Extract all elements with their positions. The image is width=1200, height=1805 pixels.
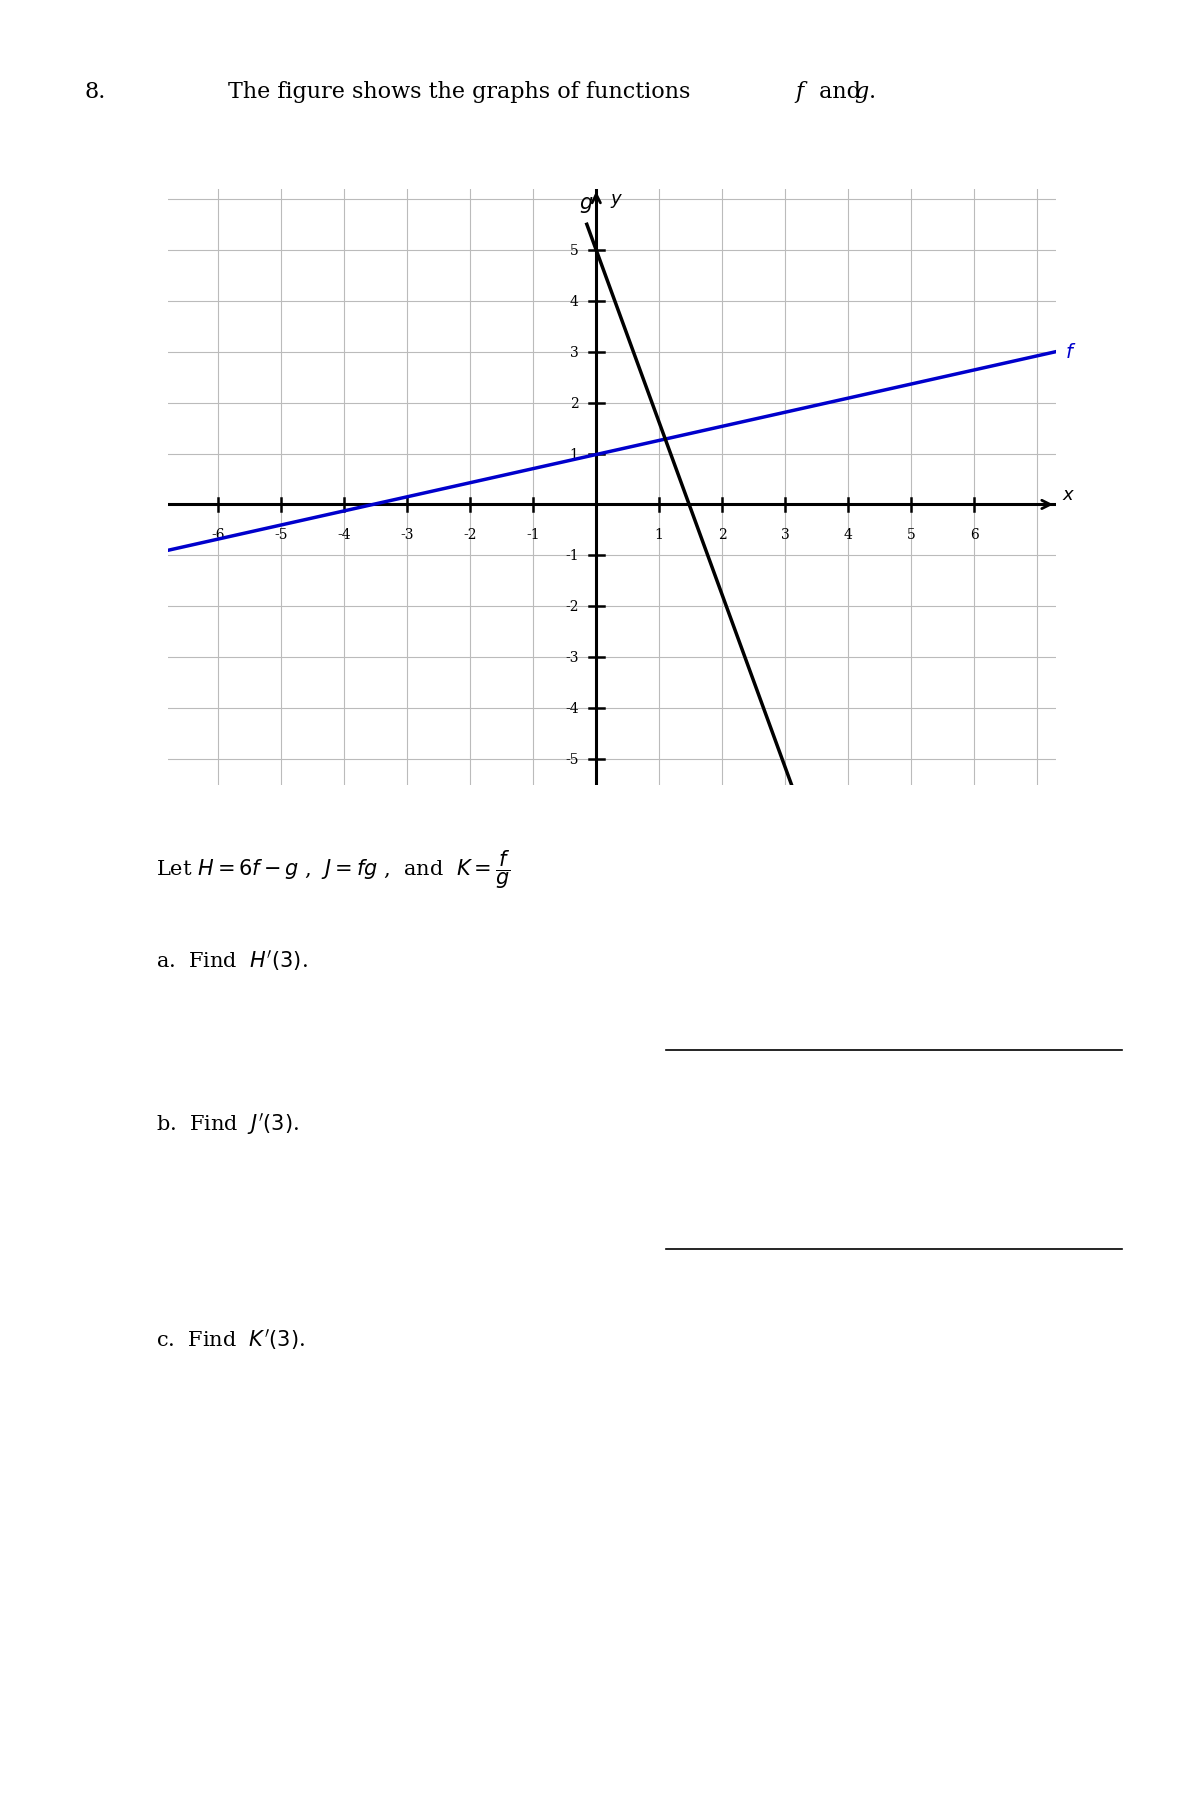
Text: -3: -3 [565, 652, 578, 664]
Text: 4: 4 [570, 294, 578, 309]
Text: b.  Find  $J^{\prime}(3)$.: b. Find $J^{\prime}(3)$. [156, 1110, 299, 1135]
Text: -3: -3 [401, 529, 414, 542]
Text: -5: -5 [275, 529, 288, 542]
Text: .: . [869, 81, 876, 103]
Text: $f$: $f$ [1066, 343, 1076, 363]
Text: 5: 5 [907, 529, 916, 542]
Text: -2: -2 [463, 529, 478, 542]
Text: 1: 1 [570, 448, 578, 462]
Text: -2: -2 [565, 599, 578, 614]
Text: -6: -6 [211, 529, 226, 542]
Text: $g$: $g$ [578, 195, 593, 215]
Text: 6: 6 [970, 529, 978, 542]
Text: -4: -4 [565, 702, 578, 717]
Text: The figure shows the graphs of functions: The figure shows the graphs of functions [228, 81, 697, 103]
Text: f: f [796, 81, 804, 103]
Text: 1: 1 [655, 529, 664, 542]
Text: 4: 4 [844, 529, 853, 542]
Text: $y$: $y$ [610, 191, 624, 209]
Text: -1: -1 [527, 529, 540, 542]
Text: 3: 3 [781, 529, 790, 542]
Text: 3: 3 [570, 345, 578, 359]
Text: and: and [812, 81, 869, 103]
Text: Let $H = 6f - g$ ,  $J = fg$ ,  and  $K = \dfrac{f}{g}$: Let $H = 6f - g$ , $J = fg$ , and $K = \… [156, 848, 511, 892]
Text: 8.: 8. [84, 81, 106, 103]
Text: a.  Find  $H^{\prime}(3)$.: a. Find $H^{\prime}(3)$. [156, 948, 307, 973]
Text: 2: 2 [570, 397, 578, 410]
Text: -5: -5 [565, 753, 578, 767]
Text: -4: -4 [337, 529, 352, 542]
Text: c.  Find  $K^{\prime}(3)$.: c. Find $K^{\prime}(3)$. [156, 1327, 305, 1352]
Text: 5: 5 [570, 244, 578, 258]
Text: -1: -1 [565, 549, 578, 563]
Text: g: g [854, 81, 869, 103]
Text: $x$: $x$ [1062, 486, 1075, 504]
Text: 2: 2 [718, 529, 726, 542]
